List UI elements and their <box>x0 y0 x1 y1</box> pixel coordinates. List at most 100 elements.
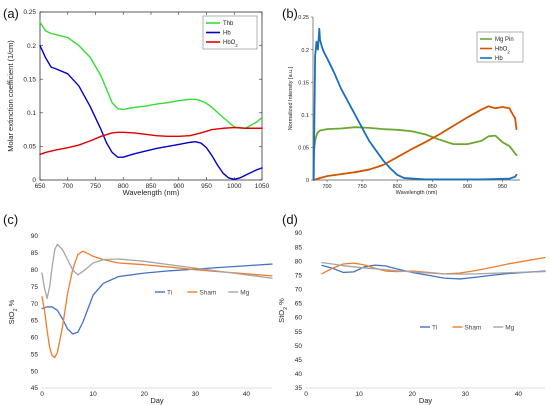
y-tick-label: 70 <box>295 287 303 294</box>
series-line-sham <box>321 256 546 275</box>
legend-label: Sham <box>199 289 216 296</box>
y-tick-label: 0.15 <box>23 76 36 83</box>
x-tick-label: 10 <box>89 391 97 398</box>
y-tick-label: 90 <box>31 233 39 240</box>
x-tick-label: 30 <box>462 391 470 398</box>
x-tick-label: 0 <box>40 391 44 398</box>
legend-label: Thb <box>223 21 234 27</box>
x-tick-label: 800 <box>393 184 402 190</box>
y-tick-label: 35 <box>295 385 303 392</box>
y-tick-label: 75 <box>31 284 39 291</box>
series-line-hbo2 <box>39 126 263 156</box>
series-line-hb <box>312 27 518 181</box>
y-tick-label: 80 <box>31 267 39 274</box>
series-line-ti <box>41 263 273 335</box>
y-axis-label: Normalized Intensity [a.u.] <box>288 66 294 130</box>
x-tick-label: 10 <box>355 391 363 398</box>
x-tick-label: 1050 <box>255 183 270 190</box>
panel-label-d: (d) <box>282 212 298 227</box>
legend-box <box>476 31 524 63</box>
x-tick-label: 850 <box>428 184 437 190</box>
y-tick-label: 75 <box>295 272 303 279</box>
y-axis-label: StO2 % <box>7 299 19 324</box>
x-tick-label: 700 <box>62 183 73 190</box>
x-tick-label: 20 <box>409 391 417 398</box>
x-tick-label: 800 <box>118 183 129 190</box>
x-tick-label: 900 <box>463 184 472 190</box>
x-axis-label: Day <box>150 396 164 405</box>
series-line-thb <box>39 21 263 129</box>
legend-label: Mg <box>505 324 514 331</box>
y-tick-label: 40 <box>295 371 303 378</box>
panel-label-b: (b) <box>282 6 298 21</box>
y-tick-label: 90 <box>295 230 303 237</box>
x-axis-label: Wavelength (nm) <box>396 190 438 196</box>
series-line-hbo2 <box>312 105 518 181</box>
x-tick-label: 700 <box>322 184 331 190</box>
series-line-mg <box>321 261 546 275</box>
legend-label: Hb <box>223 31 231 37</box>
x-tick-label: 950 <box>498 184 507 190</box>
panel-b: (b) 0 0.05 0.1 0.15 0.2 0.25 700 750 800 850 900 950… <box>282 6 524 196</box>
legend-label: Sham <box>464 324 481 331</box>
y-tick-label: 55 <box>295 329 303 336</box>
y-tick-label: 0 <box>306 178 309 184</box>
legend-label: HbO2 <box>223 40 238 48</box>
panel-a: (a) 0 0.05 0.1 0.15 0.2 0.25 650 700 750 800 850 900… <box>3 6 270 197</box>
x-tick-label: 0 <box>304 391 308 398</box>
x-tick-label: 20 <box>141 391 149 398</box>
y-tick-label: 0.1 <box>301 113 309 119</box>
y-tick-label: 50 <box>31 368 39 375</box>
x-tick-label: 1000 <box>227 183 242 190</box>
y-axis-label: Molar extinction coefficient (1/cm) <box>6 40 15 152</box>
y-tick-label: 0.05 <box>23 144 36 151</box>
panel-c: (c) 45 50 55 60 65 70 75 80 85 90 0 10 20 30 40 Day StO2 … <box>3 212 273 405</box>
x-tick-label: 650 <box>35 183 46 190</box>
y-axis-label: StO2 % <box>277 298 289 323</box>
y-tick-label: 65 <box>295 301 303 308</box>
x-tick-label: 750 <box>90 183 101 190</box>
panel-d: (d) 35 40 45 50 55 60 65 70 75 80 85 90 0 10 20 30 40 Day S… <box>277 212 546 405</box>
y-tick-label: 55 <box>31 351 39 358</box>
x-axis-label: Day <box>419 396 433 405</box>
panel-label-c: (c) <box>3 212 18 227</box>
legend: Ti Sham Mg <box>420 324 515 331</box>
x-tick-label: 30 <box>192 391 200 398</box>
legend: Thb Hb HbO2 <box>202 15 258 50</box>
y-tick-label: 60 <box>295 315 303 322</box>
x-tick-label: 850 <box>146 183 157 190</box>
x-tick-label: 40 <box>243 391 251 398</box>
legend-label: HbO2 <box>495 47 510 55</box>
legend: Ti Sham Mg <box>155 289 250 296</box>
y-tick-label: 0.15 <box>298 80 309 86</box>
y-tick-label: 0.2 <box>301 48 309 54</box>
y-tick-label: 85 <box>295 244 303 251</box>
y-tick-label: 80 <box>295 258 303 265</box>
series-line-mg pin <box>312 126 518 157</box>
y-tick-label: 60 <box>31 335 39 342</box>
panel-label-a: (a) <box>3 6 19 21</box>
legend-label: Ti <box>432 324 437 331</box>
series-line-sham <box>41 250 273 359</box>
legend-label: Mg <box>240 289 249 296</box>
x-tick-label: 950 <box>201 183 212 190</box>
legend-label: Ti <box>167 289 172 296</box>
y-tick-label: 65 <box>31 318 39 325</box>
y-tick-label: 0.25 <box>298 15 309 21</box>
x-axis-label: Wavelength (nm) <box>123 188 180 197</box>
y-tick-label: 85 <box>31 250 39 257</box>
y-tick-label: 0.25 <box>23 9 36 16</box>
y-tick-label: 0.2 <box>27 43 36 50</box>
y-tick-label: 0 <box>32 177 36 184</box>
x-tick-label: 750 <box>358 184 367 190</box>
legend-label: Hb <box>495 56 503 62</box>
legend-label: Mg Pin <box>495 37 514 43</box>
y-tick-label: 50 <box>295 343 303 350</box>
series-line-mg <box>41 243 273 300</box>
x-tick-label: 40 <box>515 391 523 398</box>
y-tick-label: 45 <box>31 385 39 392</box>
series-line-hb <box>39 44 263 181</box>
y-tick-label: 70 <box>31 301 39 308</box>
